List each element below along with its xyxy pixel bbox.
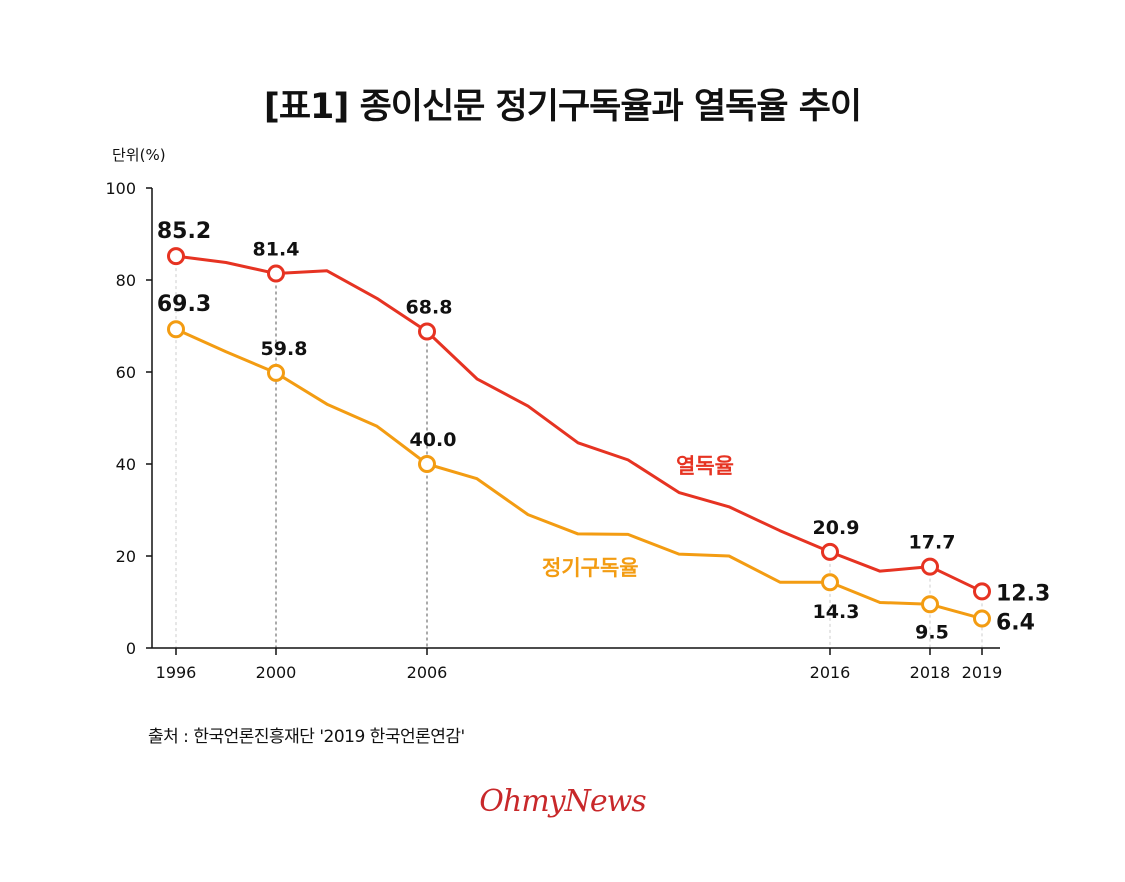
x-tick-label: 2000 <box>256 663 297 682</box>
data-point-marker <box>167 320 185 339</box>
data-label: 69.3 <box>157 292 211 317</box>
y-tick-label: 20 <box>116 547 136 566</box>
data-point-marker <box>418 322 436 341</box>
y-tick-label: 40 <box>116 455 136 474</box>
data-label: 6.4 <box>996 611 1035 636</box>
axes <box>151 188 1000 649</box>
data-point-marker <box>973 609 991 628</box>
guide-lines <box>175 256 983 648</box>
x-ticks: 1996 2000 2006 2016 2018 2019 <box>156 648 1003 682</box>
data-point-marker <box>921 595 939 614</box>
data-label: 68.8 <box>406 297 453 319</box>
markers <box>167 247 991 628</box>
data-labels: 85.2 81.4 68.8 20.9 17.7 12.3 69.3 59.8 40.0 14.3… <box>157 219 1050 643</box>
series-lines <box>175 254 983 621</box>
data-label: 9.5 <box>915 621 949 643</box>
x-tick-label: 2016 <box>810 663 851 682</box>
y-ticks: 0 20 40 60 80 100 <box>105 179 152 658</box>
data-point-marker <box>821 542 839 561</box>
series-line-1 <box>175 327 983 621</box>
data-label: 17.7 <box>909 532 956 554</box>
y-tick-label: 0 <box>126 639 136 658</box>
data-label: 85.2 <box>157 219 211 244</box>
data-label: 59.8 <box>261 338 308 360</box>
data-point-marker <box>418 455 436 473</box>
y-tick-label: 60 <box>116 363 136 382</box>
data-point-marker <box>921 557 939 576</box>
series-name-subscription: 정기구독율 <box>542 556 639 580</box>
data-label: 40.0 <box>410 429 457 451</box>
data-point-marker <box>267 264 285 283</box>
data-point-marker <box>821 573 839 592</box>
data-label: 14.3 <box>813 601 860 623</box>
data-point-marker <box>167 247 185 266</box>
brand-logo: OhmyNews <box>479 784 646 819</box>
data-label: 12.3 <box>996 581 1050 606</box>
data-label: 81.4 <box>253 239 300 261</box>
x-tick-label: 2018 <box>910 663 951 682</box>
x-tick-label: 2019 <box>962 663 1003 682</box>
data-label: 20.9 <box>813 517 860 539</box>
y-tick-label: 80 <box>116 271 136 290</box>
series-line-0 <box>175 254 983 593</box>
x-tick-label: 1996 <box>156 663 197 682</box>
x-tick-label: 2006 <box>407 663 448 682</box>
y-axis-unit: 단위(%) <box>112 146 166 164</box>
y-tick-label: 100 <box>105 179 136 198</box>
data-point-marker <box>267 363 285 382</box>
chart-title: [표1] 종이신문 정기구독율과 열독율 추이 <box>263 87 862 127</box>
data-point-marker <box>973 582 991 601</box>
source-note: 출처 : 한국언론진흥재단 '2019 한국언론연감' <box>148 727 465 747</box>
series-name-readership: 열독율 <box>676 454 734 478</box>
